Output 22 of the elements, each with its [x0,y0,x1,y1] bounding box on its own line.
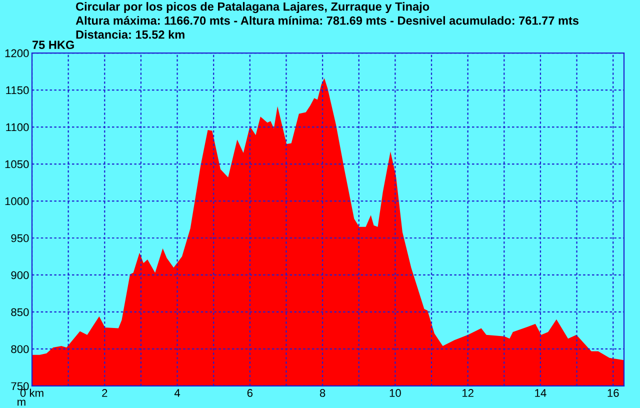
y-tick-label: 1100 [6,123,29,132]
x-tick-label: 16 [608,389,619,397]
y-tick-label: 1200 [5,49,29,58]
chart-subtitle: Altura máxima: 1166.70 mts - Altura mínima: 781.69 mts - Desnivel acumulado: 761.77 mts Distancia: 15.52 km [76,16,579,39]
x-tick-label: 10 [390,389,401,397]
x-tick-label: 6 [247,389,253,397]
x-tick-label: 4 [174,389,180,397]
y-tick-label: 800 [11,345,29,354]
x-tick-label: 12 [462,389,474,397]
text: 75 HKG [32,40,74,50]
x-tick-label: 8 [320,389,326,397]
x-tick-label: 14 [535,389,546,397]
y-tick-label: 950 [11,234,29,242]
y-axis-title: m [18,400,26,406]
y-tick-label: 1000 [5,197,29,206]
y-tick-label: 1150 [6,86,29,94]
y-tick-label: 1050 [5,160,29,168]
y-tick-label: 750 [11,382,29,390]
y-tick-label: 900 [11,271,29,280]
chart-title: Circular por los picos de Patalagana Lajares, Zurraque y Tinajo [76,2,430,14]
x-tick-label: 2 [102,389,108,397]
y-tick-label: 850 [11,308,29,316]
